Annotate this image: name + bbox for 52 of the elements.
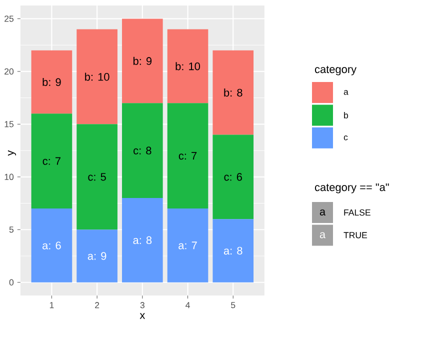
text: category == "a" bbox=[314, 183, 389, 194]
bar bbox=[76, 29, 118, 124]
bar bbox=[167, 208, 208, 282]
text: a bbox=[320, 232, 326, 238]
annotation: a: 8 bbox=[224, 246, 242, 255]
x-tick-label: 2 bbox=[95, 302, 100, 308]
text: a bbox=[320, 210, 326, 216]
annotation: a: 7 bbox=[178, 242, 197, 250]
bar bbox=[31, 50, 72, 114]
text: TRUE bbox=[344, 232, 368, 238]
annotation: b: 9 bbox=[133, 56, 152, 65]
y-tick-label: 0 bbox=[9, 279, 14, 286]
bar bbox=[212, 219, 254, 282]
annotation: b: 9 bbox=[42, 78, 61, 86]
bar bbox=[76, 230, 118, 282]
annotation: a: 6 bbox=[42, 242, 61, 250]
bar bbox=[212, 134, 254, 220]
y-tick-label: 15 bbox=[4, 121, 14, 128]
y-tick-label: 25 bbox=[4, 16, 14, 22]
text: FALSE bbox=[344, 209, 370, 216]
legend-label: a bbox=[344, 90, 348, 95]
annotation: b: 10 bbox=[176, 62, 200, 70]
x-tick-label: 3 bbox=[140, 302, 144, 308]
x-tick-label: 1 bbox=[50, 302, 54, 308]
y-tick-label: 5 bbox=[9, 226, 14, 233]
bar bbox=[212, 50, 254, 135]
bar bbox=[76, 124, 118, 230]
legend-label: b bbox=[344, 112, 348, 118]
x-tick-label: 5 bbox=[231, 302, 236, 308]
x-tick-label: 4 bbox=[186, 302, 190, 308]
y-axis-title: y bbox=[8, 150, 16, 156]
bar bbox=[31, 114, 72, 209]
annotation: c: 6 bbox=[224, 173, 242, 181]
bar bbox=[122, 18, 163, 104]
annotation: c: 5 bbox=[88, 173, 106, 181]
annotation: a: 8 bbox=[133, 236, 152, 244]
bar bbox=[167, 103, 208, 209]
bar bbox=[31, 208, 72, 282]
annotation: b: 8 bbox=[224, 88, 242, 97]
y-tick-label: 20 bbox=[4, 68, 14, 75]
bar bbox=[122, 198, 163, 282]
legend-label: c bbox=[344, 135, 348, 140]
annotation: c: 8 bbox=[134, 146, 152, 154]
x-axis-title: x bbox=[140, 313, 146, 319]
annotation: c: 7 bbox=[42, 157, 60, 165]
bar bbox=[122, 103, 163, 198]
bar bbox=[167, 29, 208, 104]
legend-title: category bbox=[314, 66, 357, 76]
annotation: c: 7 bbox=[178, 152, 197, 160]
y-tick-label: 10 bbox=[4, 174, 14, 180]
annotation: b: 10 bbox=[85, 72, 110, 81]
annotation: a: 9 bbox=[88, 252, 106, 260]
